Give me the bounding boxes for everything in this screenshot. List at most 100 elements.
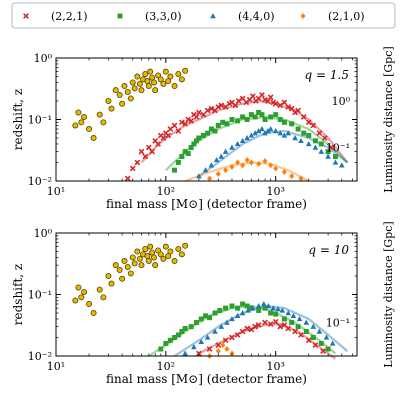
data-point — [248, 159, 254, 166]
data-point — [172, 167, 178, 173]
gw-event-point — [72, 122, 79, 129]
data-point — [255, 303, 262, 309]
data-point — [328, 144, 335, 151]
data-point — [191, 344, 197, 350]
data-point — [281, 169, 287, 176]
gw-event-point — [108, 105, 115, 112]
data-point — [325, 149, 331, 155]
data-point — [196, 109, 202, 116]
data-point — [220, 119, 226, 125]
data-point — [273, 112, 279, 118]
gw-event-point — [178, 251, 185, 258]
y-tick-label: 10⁻² — [28, 175, 52, 188]
data-point — [203, 313, 209, 319]
y-tick-label: 10⁰ — [34, 52, 53, 65]
data-point — [244, 117, 250, 122]
x-tick-label: 10² — [157, 185, 175, 198]
gw-event-point — [171, 258, 178, 265]
data-point — [248, 112, 254, 118]
data-point — [305, 337, 312, 344]
data-point — [298, 137, 304, 144]
gw-event-point — [105, 272, 112, 279]
data-point — [285, 130, 291, 136]
gw-event-point — [149, 249, 156, 256]
data-point — [248, 132, 255, 138]
data-point — [285, 325, 292, 332]
gw-event-point — [138, 262, 145, 269]
data-point — [262, 319, 268, 326]
data-point — [200, 111, 207, 118]
data-point — [229, 334, 235, 341]
gw-event-point — [157, 76, 164, 83]
data-point — [224, 319, 230, 325]
data-point — [252, 114, 258, 120]
y2-tick-label: 10⁻¹ — [326, 317, 350, 330]
data-point — [250, 305, 256, 311]
data-point — [318, 148, 325, 154]
legend-marker — [23, 13, 29, 19]
gw-event-point — [121, 83, 128, 90]
data-point — [193, 320, 199, 326]
data-point — [312, 138, 318, 144]
gw-event-point — [78, 119, 85, 126]
data-point — [215, 342, 222, 349]
data-point — [295, 126, 301, 132]
data-point — [207, 315, 213, 321]
data-point — [142, 153, 149, 160]
data-point — [215, 170, 221, 177]
data-point — [208, 105, 215, 112]
gw-event-point — [96, 111, 103, 118]
data-point — [270, 305, 277, 311]
data-point — [281, 132, 288, 138]
gw-event-point — [142, 245, 149, 252]
data-point — [306, 132, 312, 138]
data-point — [259, 92, 265, 98]
data-point — [267, 94, 274, 101]
data-point — [267, 126, 274, 132]
x-tick-label: 10³ — [266, 360, 284, 373]
q-annotation: q = 10 — [308, 243, 349, 257]
data-point — [229, 163, 235, 170]
gw-event-point — [165, 78, 172, 85]
data-point — [244, 156, 250, 163]
gw-event-point — [86, 126, 93, 133]
data-point — [198, 316, 204, 322]
data-point — [268, 310, 274, 316]
gw-event-point — [162, 243, 169, 250]
gw-event-point — [127, 95, 134, 102]
data-point — [316, 328, 323, 334]
gw-event-point — [160, 80, 167, 87]
y2-tick-label: 10⁻¹ — [326, 142, 350, 155]
data-point — [281, 99, 288, 106]
gw-event-point — [134, 73, 141, 80]
data-point — [172, 334, 178, 340]
data-point — [296, 315, 303, 322]
data-point — [245, 307, 251, 313]
x-axis-label: final mass [M⊙] (detector frame) — [106, 372, 307, 386]
gw-event-point — [121, 258, 128, 265]
gw-event-point — [127, 270, 134, 277]
data-point — [167, 126, 174, 132]
data-point — [212, 128, 218, 134]
gw-event-point — [178, 76, 185, 83]
legend-label: (2,1,0) — [328, 10, 365, 23]
data-point — [275, 306, 281, 312]
data-point — [320, 348, 326, 354]
data-point — [229, 303, 235, 309]
data-point — [310, 334, 316, 340]
data-point — [273, 165, 279, 172]
data-point — [244, 135, 250, 141]
data-point — [305, 140, 312, 147]
legend-marker — [117, 13, 123, 19]
data-point — [298, 332, 304, 338]
data-point — [212, 328, 218, 334]
data-point — [185, 116, 192, 123]
data-point — [272, 128, 279, 134]
x-tick-label: 10¹ — [47, 360, 65, 373]
data-point — [229, 117, 235, 122]
data-point — [191, 141, 197, 147]
gw-event-point — [138, 87, 145, 94]
gw-event-point — [112, 262, 119, 269]
data-point — [175, 159, 181, 165]
gw-event-point — [90, 135, 97, 142]
